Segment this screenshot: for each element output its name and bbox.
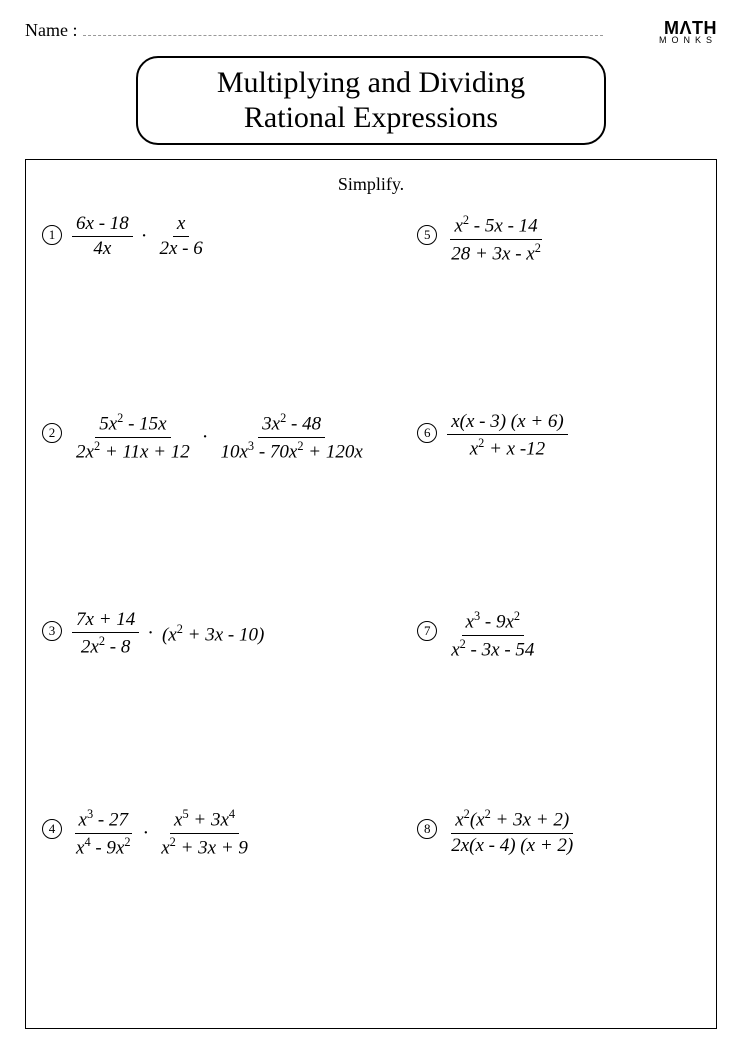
fraction: x3 - 9x2 x2 - 3x - 54 — [447, 609, 538, 661]
name-area: Name : — [25, 20, 603, 41]
problem-6: 6 x(x - 3) (x + 6) x2 + x -12 — [411, 411, 706, 609]
numerator: 5x2 - 15x — [95, 411, 170, 437]
expression: x3 - 27 x4 - 9x2 · x5 + 3x4 x2 + 3x + 9 — [72, 807, 252, 859]
fraction: x(x - 3) (x + 6) x2 + x -12 — [447, 411, 568, 460]
denominator: 2x2 + 11x + 12 — [72, 438, 194, 463]
expression: 5x2 - 15x 2x2 + 11x + 12 · 3x2 - 48 10x3… — [72, 411, 367, 463]
numerator: x(x - 3) (x + 6) — [447, 411, 568, 435]
header-row: Name : MΛTH MONKS — [25, 20, 717, 44]
denominator: 4x — [89, 237, 115, 260]
fraction: x 2x - 6 — [155, 213, 206, 260]
problem-8: 8 x2(x2 + 3x + 2) 2x(x - 4) (x + 2) — [411, 807, 706, 1005]
numerator: x — [173, 213, 189, 237]
fraction: x2 - 5x - 14 28 + 3x - x2 — [447, 213, 545, 265]
problem-number: 7 — [417, 621, 437, 641]
expression: 6x - 18 4x · x 2x - 6 — [72, 213, 207, 260]
title-box: Multiplying and Dividing Rational Expres… — [136, 56, 606, 145]
denominator: x2 + x -12 — [466, 435, 549, 460]
multiply-dot: · — [137, 225, 152, 248]
expression: x(x - 3) (x + 6) x2 + x -12 — [447, 411, 568, 460]
problem-number: 5 — [417, 225, 437, 245]
problem-number: 8 — [417, 819, 437, 839]
multiply-dot: · — [198, 426, 213, 449]
denominator: 2x(x - 4) (x + 2) — [447, 834, 577, 857]
denominator: 2x - 6 — [155, 237, 206, 260]
denominator: 28 + 3x - x2 — [447, 240, 545, 265]
brand-logo: MΛTH MONKS — [659, 20, 717, 44]
multiply-dot: · — [139, 822, 154, 845]
problem-3: 3 7x + 14 2x2 - 8 · (x2 + 3x - 10) — [36, 609, 411, 807]
problem-number: 1 — [42, 225, 62, 245]
name-label: Name : — [25, 20, 77, 41]
denominator: 10x3 - 70x2 + 120x — [216, 438, 366, 463]
numerator: 7x + 14 — [72, 609, 139, 633]
fraction: x3 - 27 x4 - 9x2 — [72, 807, 135, 859]
denominator: 2x2 - 8 — [77, 633, 134, 658]
multiply-dot: · — [143, 622, 158, 645]
problem-number: 6 — [417, 423, 437, 443]
worksheet-frame: Simplify. 1 6x - 18 4x · x 2x - 6 5 x 2 — [25, 159, 717, 1029]
numerator: x5 + 3x4 — [170, 807, 239, 833]
problem-grid: 1 6x - 18 4x · x 2x - 6 5 x2 - 5x - 14 2… — [36, 213, 706, 1005]
expression: x3 - 9x2 x2 - 3x - 54 — [447, 609, 538, 661]
denominator: x2 - 3x - 54 — [447, 636, 538, 661]
expression: x2 - 5x - 14 28 + 3x - x2 — [447, 213, 545, 265]
fraction: 3x2 - 48 10x3 - 70x2 + 120x — [216, 411, 366, 463]
numerator: 3x2 - 48 — [258, 411, 325, 437]
problem-4: 4 x3 - 27 x4 - 9x2 · x5 + 3x4 x2 + 3x + … — [36, 807, 411, 1005]
problem-number: 3 — [42, 621, 62, 641]
numerator: x3 - 9x2 — [462, 609, 525, 635]
denominator: x2 + 3x + 9 — [157, 834, 252, 859]
logo-top: MΛTH — [659, 20, 717, 36]
title-line-2: Rational Expressions — [156, 101, 586, 136]
numerator: x3 - 27 — [75, 807, 132, 833]
numerator: 6x - 18 — [72, 213, 133, 237]
fraction: 7x + 14 2x2 - 8 — [72, 609, 139, 658]
problem-5: 5 x2 - 5x - 14 28 + 3x - x2 — [411, 213, 706, 411]
numerator: x2 - 5x - 14 — [450, 213, 541, 239]
fraction: x2(x2 + 3x + 2) 2x(x - 4) (x + 2) — [447, 807, 577, 856]
logo-bottom: MONKS — [659, 36, 717, 44]
title-line-1: Multiplying and Dividing — [156, 66, 586, 101]
problem-2: 2 5x2 - 15x 2x2 + 11x + 12 · 3x2 - 48 10… — [36, 411, 411, 609]
fraction: 6x - 18 4x — [72, 213, 133, 260]
expression: 7x + 14 2x2 - 8 · (x2 + 3x - 10) — [72, 609, 264, 658]
instruction-text: Simplify. — [36, 174, 706, 195]
expression: x2(x2 + 3x + 2) 2x(x - 4) (x + 2) — [447, 807, 577, 856]
problem-7: 7 x3 - 9x2 x2 - 3x - 54 — [411, 609, 706, 807]
problem-1: 1 6x - 18 4x · x 2x - 6 — [36, 213, 411, 411]
numerator: x2(x2 + 3x + 2) — [451, 807, 573, 833]
denominator: x4 - 9x2 — [72, 834, 135, 859]
fraction: 5x2 - 15x 2x2 + 11x + 12 — [72, 411, 194, 463]
problem-number: 2 — [42, 423, 62, 443]
name-input-line[interactable] — [83, 22, 603, 36]
fraction: x5 + 3x4 x2 + 3x + 9 — [157, 807, 252, 859]
problem-number: 4 — [42, 819, 62, 839]
poly-tail: (x2 + 3x - 10) — [162, 622, 264, 646]
